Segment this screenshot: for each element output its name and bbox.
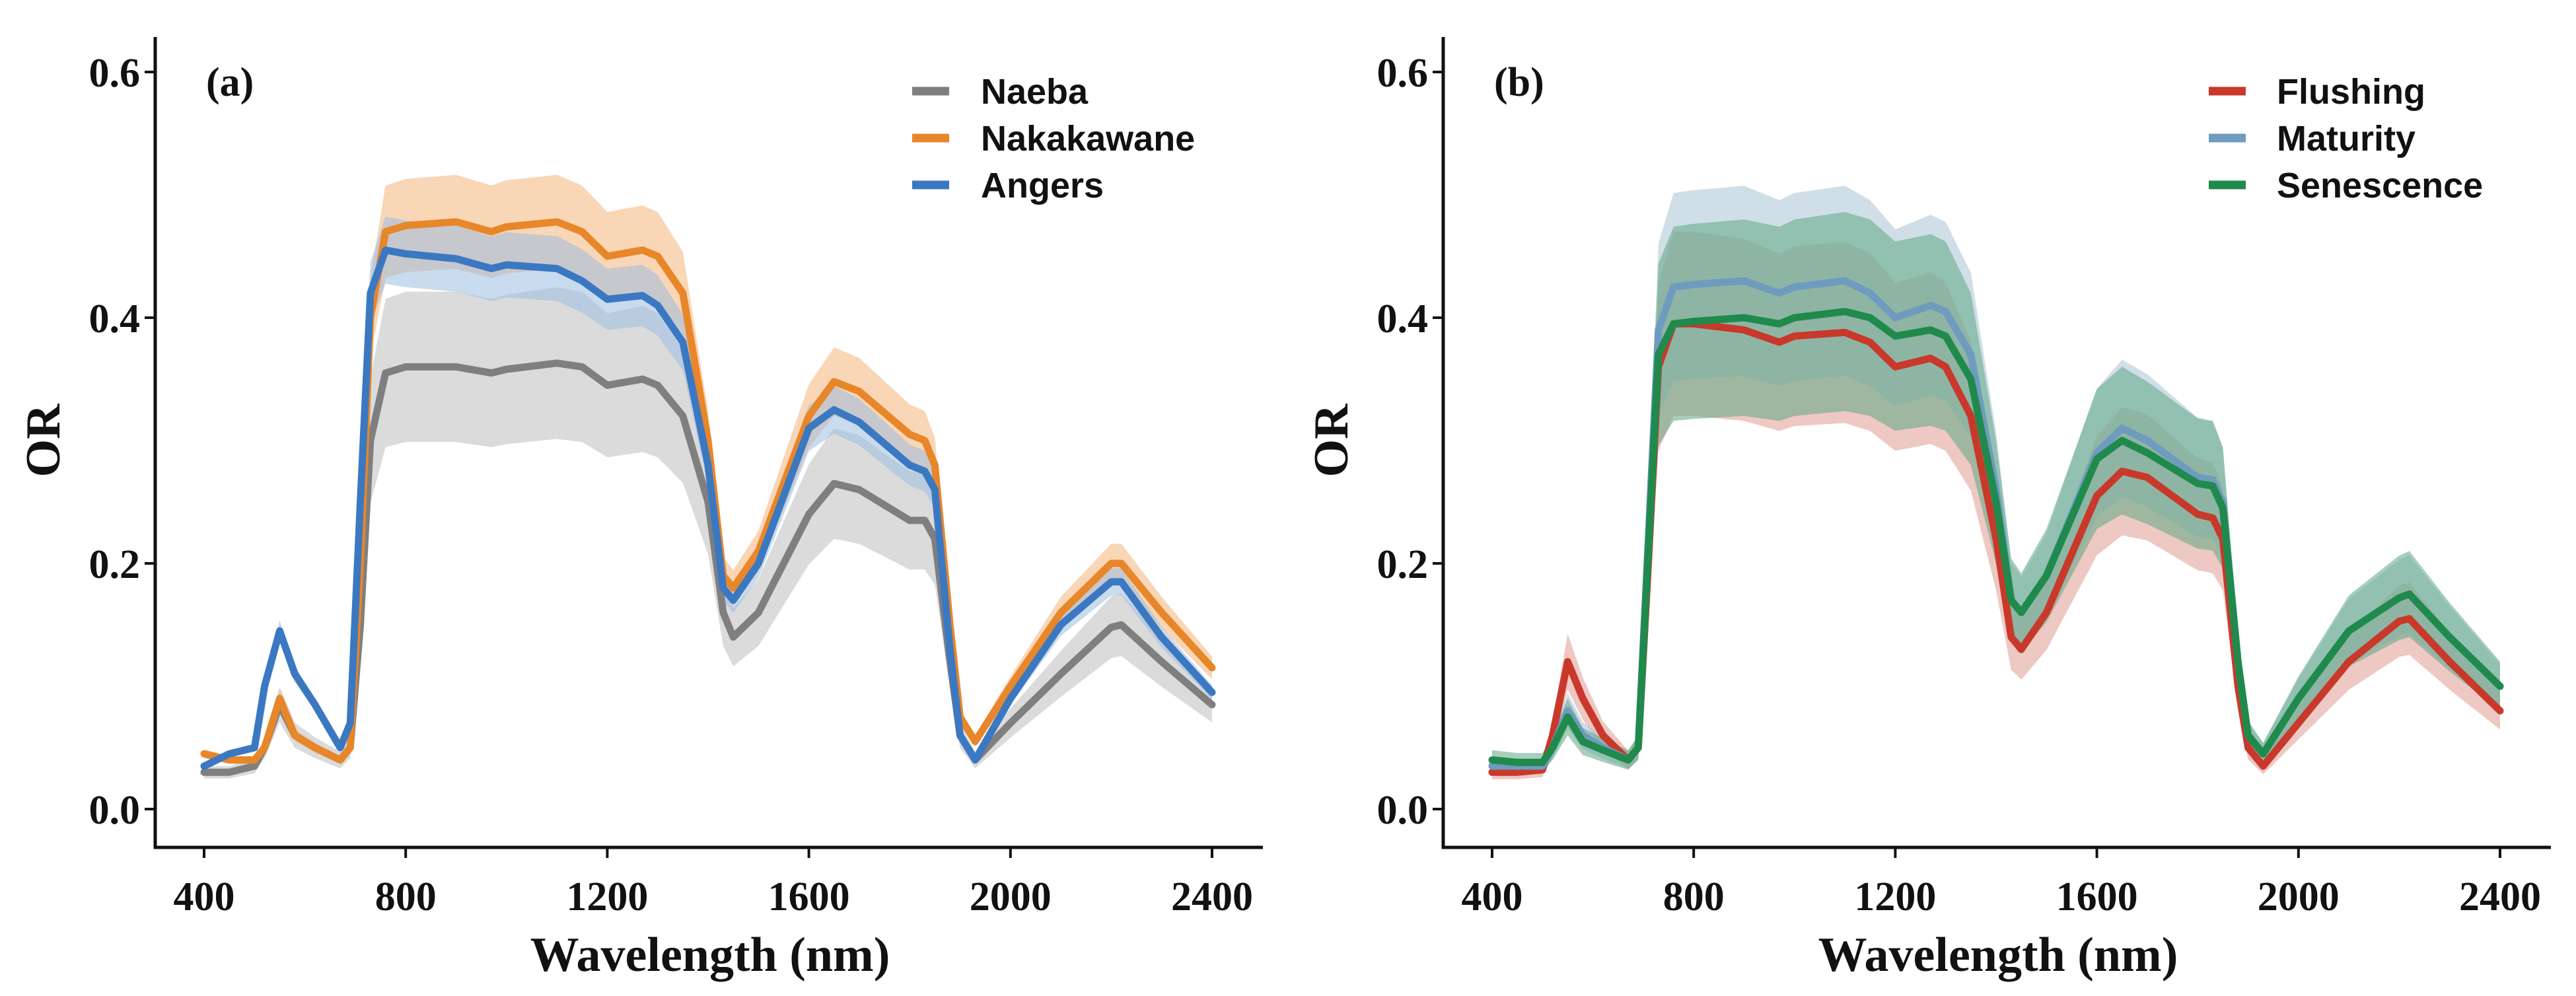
y-tick-label: 0.2 [1377,542,1429,587]
line-angers [200,246,1216,770]
panel-b: 0.0 0.2 0.4 0.6 400 800 1200 1600 2000 2400 Wavele… [1305,37,2551,982]
x-tick-label: 800 [375,874,437,919]
x-tick-label: 1600 [2056,874,2138,919]
legend-label-senescence: Senescence [2277,166,2483,205]
x-tick-label: 2400 [2459,874,2541,919]
y-tick-label: 0.6 [1377,51,1429,96]
panel-label: (a) [206,60,254,105]
y-tick-label: 0.0 [89,788,141,833]
x-tick-label: 1200 [566,874,648,919]
legend-label-angers: Angers [981,166,1104,205]
y-tick-label: 0.2 [89,542,141,587]
x-tick-label: 2400 [1171,874,1253,919]
legend-label-flushing: Flushing [2277,72,2425,112]
panel-label: (b) [1494,60,1544,105]
x-tick-label: 1600 [768,874,850,919]
legend: Flushing Maturity Senescence [2209,72,2483,205]
x-axis-title: Wavelength (nm) [530,928,890,982]
x-tick-label: 400 [1462,874,1523,919]
x-tick-label: 400 [174,874,235,919]
legend-label-naeba: Naeba [981,72,1089,112]
legend-label-nakakawane: Nakakawane [981,119,1195,159]
y-tick-label: 0.0 [1377,788,1429,833]
y-axis-title: OR [17,403,71,478]
y-tick-label: 0.6 [89,51,141,96]
y-tick-label: 0.4 [89,297,141,341]
x-tick-label: 800 [1663,874,1725,919]
x-tick-label: 1200 [1854,874,1936,919]
line-flushing [1488,320,2504,776]
panel-a: 0.0 0.2 0.4 0.6 400 800 1200 1600 2000 2400 Wavele… [17,37,1263,982]
y-tick-label: 0.4 [1377,297,1429,341]
x-axis-title: Wavelength (nm) [1818,928,2178,982]
x-tick-label: 2000 [970,874,1052,919]
x-tick-label: 2000 [2258,874,2340,919]
y-axis-title: OR [1305,403,1359,478]
band-naeba [204,287,1212,779]
line-senescence [1488,308,2504,766]
legend: Naeba Nakakawane Angers [912,72,1195,205]
line-nakakawane [200,218,1216,764]
legend-label-maturity: Maturity [2277,119,2415,159]
